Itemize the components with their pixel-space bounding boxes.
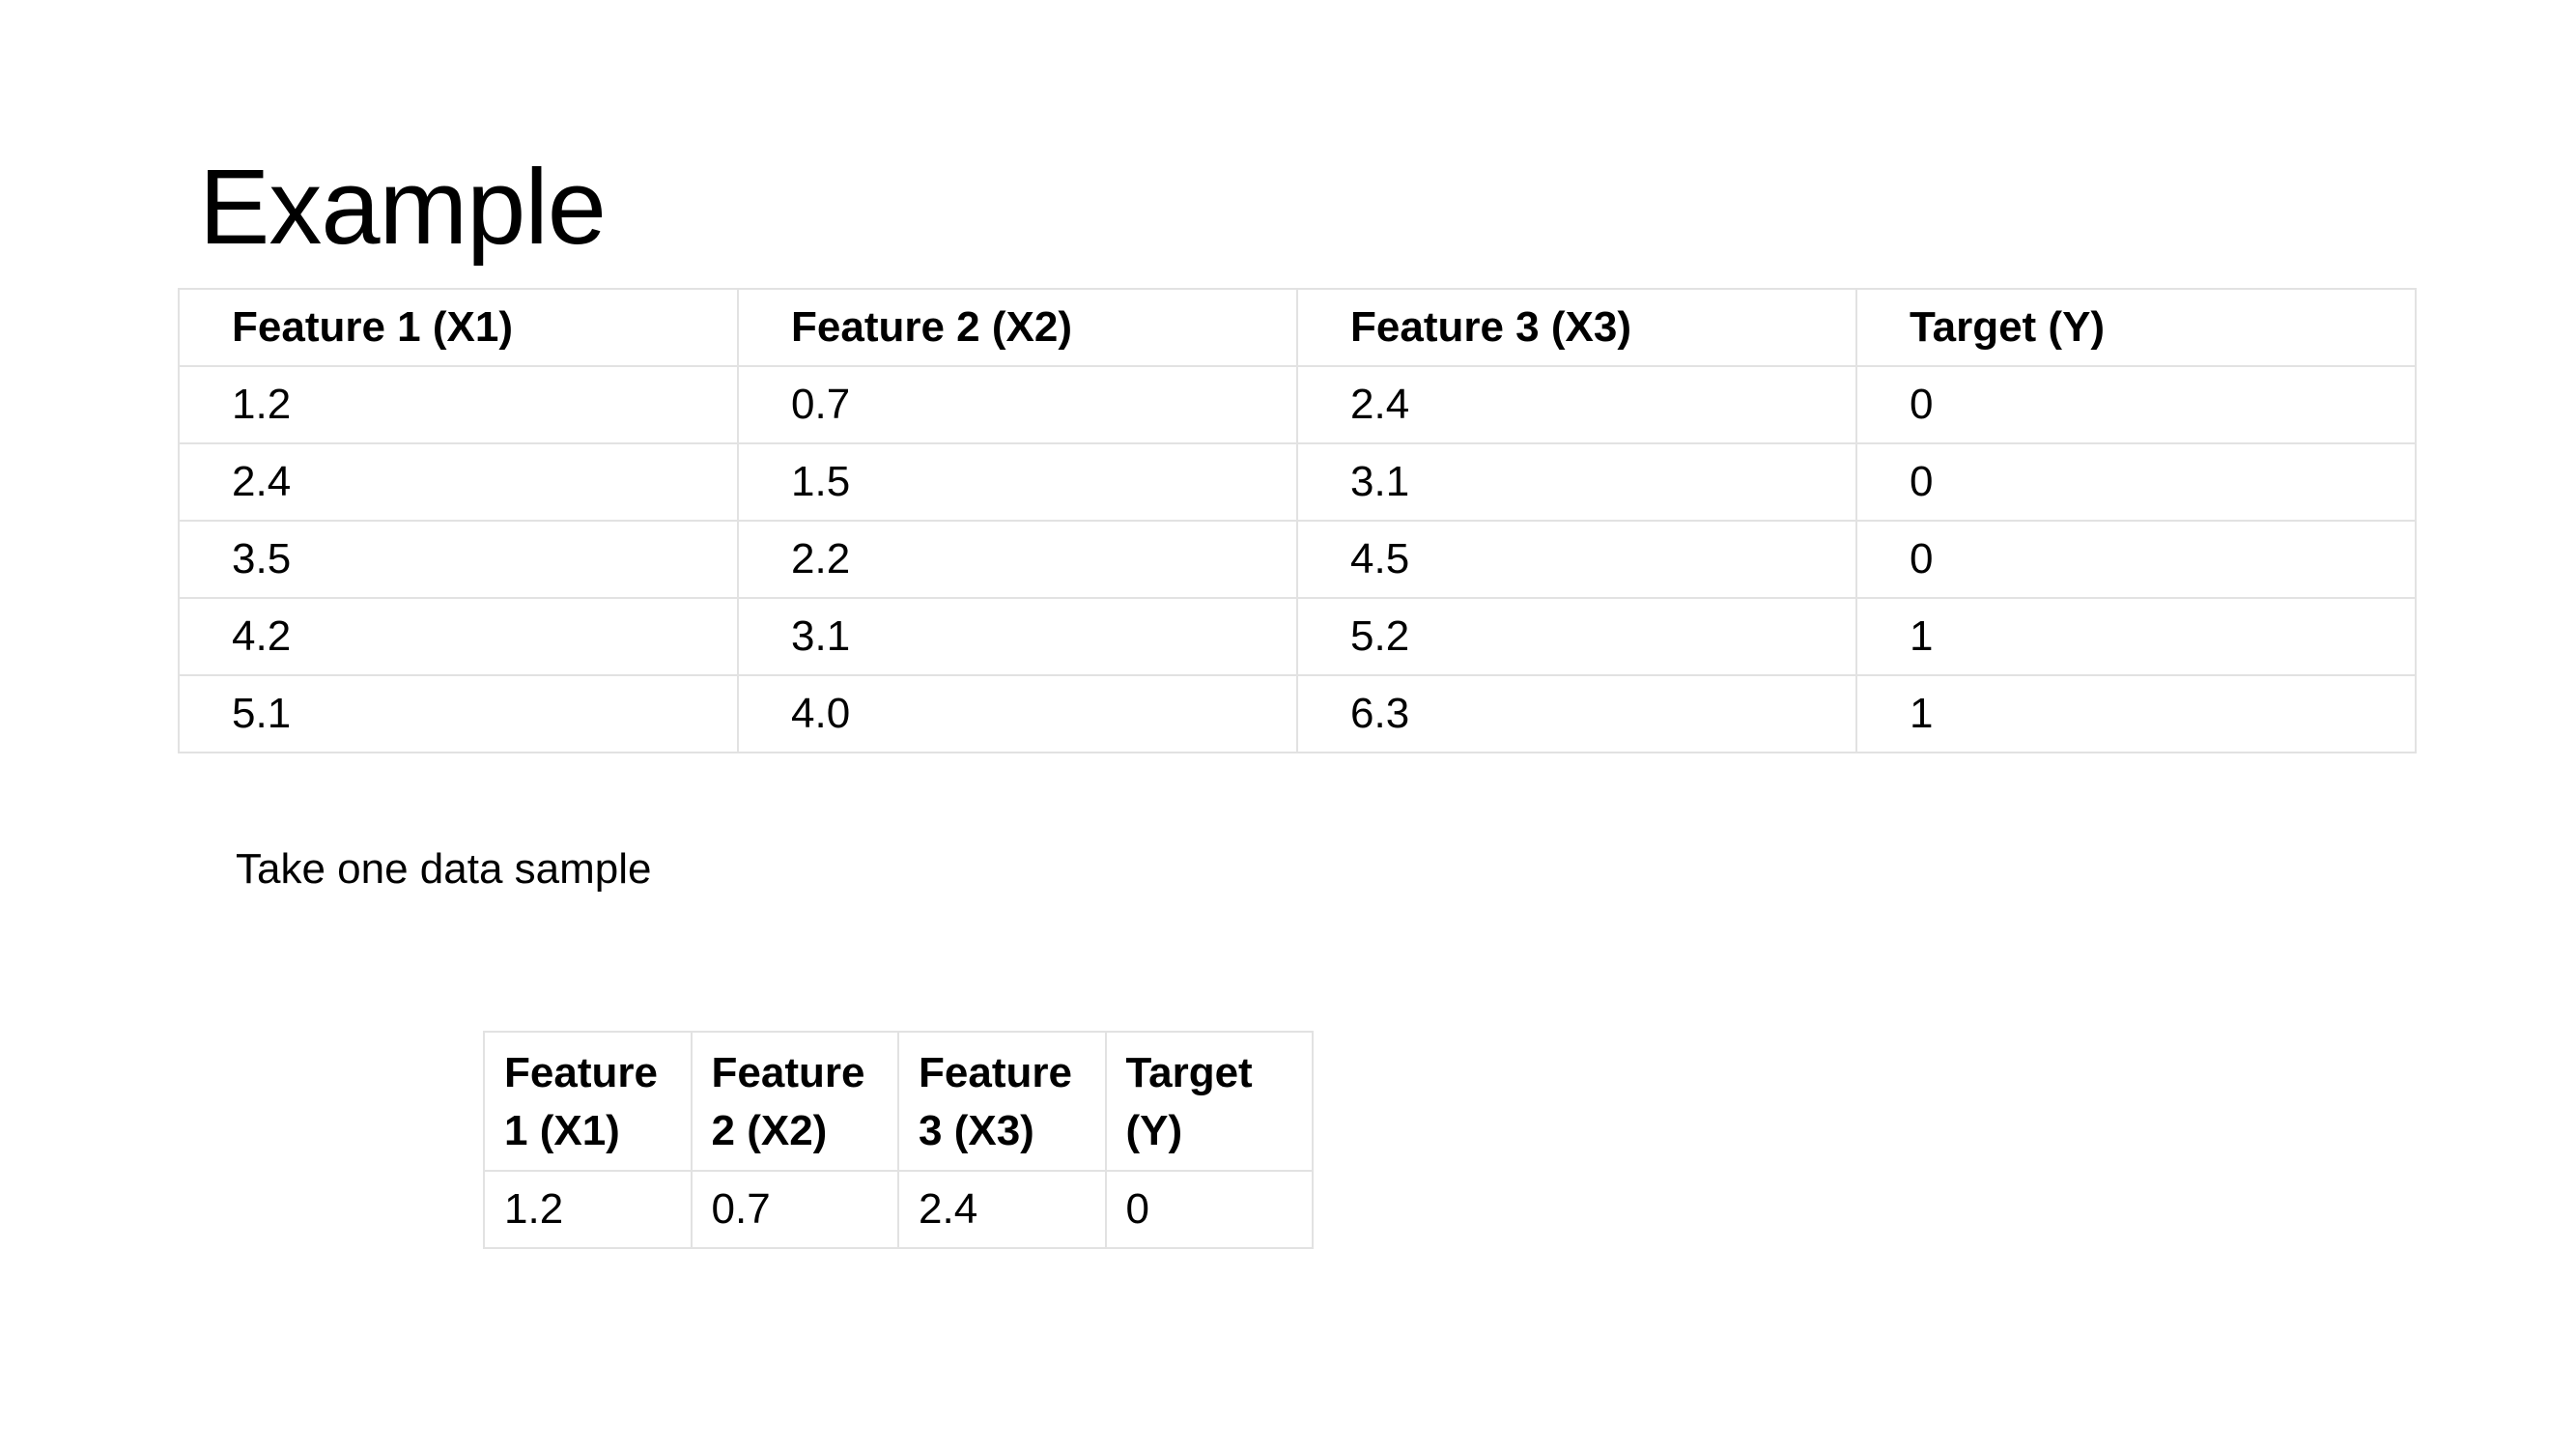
table-row: 4.2 3.1 5.2 1 (178, 597, 2417, 676)
sample-header-feature-3: Feature 3 (X3) (897, 1031, 1107, 1172)
table-cell: 0 (1855, 442, 2417, 522)
table-cell: 6.3 (1296, 674, 1857, 753)
sample-header-row: Feature 1 (X1) Feature 2 (X2) Feature 3 … (483, 1031, 1314, 1172)
table-cell: 1 (1855, 597, 2417, 676)
table-cell: 0 (1104, 1170, 1314, 1249)
table-cell: 4.0 (737, 674, 1298, 753)
table-row: 3.5 2.2 4.5 0 (178, 520, 2417, 599)
sample-table: Feature 1 (X1) Feature 2 (X2) Feature 3 … (483, 1031, 1314, 1249)
table-cell: 4.2 (178, 597, 739, 676)
table-cell: 0 (1855, 365, 2417, 444)
table-cell: 5.1 (178, 674, 739, 753)
table-cell: 0 (1855, 520, 2417, 599)
table-row: 2.4 1.5 3.1 0 (178, 442, 2417, 522)
table-cell: 0.7 (737, 365, 1298, 444)
table-cell: 1.2 (178, 365, 739, 444)
header-feature-1: Feature 1 (X1) (178, 288, 739, 367)
table-cell: 2.4 (178, 442, 739, 522)
table-cell: 4.5 (1296, 520, 1857, 599)
header-feature-2: Feature 2 (X2) (737, 288, 1298, 367)
table-header-row: Feature 1 (X1) Feature 2 (X2) Feature 3 … (178, 288, 2417, 367)
table-cell: 3.1 (1296, 442, 1857, 522)
table-cell: 0.7 (690, 1170, 899, 1249)
table-cell: 2.4 (897, 1170, 1107, 1249)
table-cell: 2.4 (1296, 365, 1857, 444)
table-cell: 1.5 (737, 442, 1298, 522)
slide-title: Example (199, 148, 607, 267)
data-table: Feature 1 (X1) Feature 2 (X2) Feature 3 … (178, 288, 2417, 753)
table-row: 5.1 4.0 6.3 1 (178, 674, 2417, 753)
table-cell: 1 (1855, 674, 2417, 753)
table-cell: 5.2 (1296, 597, 1857, 676)
sample-header-target: Target (Y) (1104, 1031, 1314, 1172)
header-target: Target (Y) (1855, 288, 2417, 367)
sample-row: 1.2 0.7 2.4 0 (483, 1170, 1314, 1249)
sample-caption: Take one data sample (236, 845, 652, 893)
table-cell: 3.5 (178, 520, 739, 599)
sample-header-feature-1: Feature 1 (X1) (483, 1031, 693, 1172)
header-feature-3: Feature 3 (X3) (1296, 288, 1857, 367)
sample-header-feature-2: Feature 2 (X2) (690, 1031, 899, 1172)
table-cell: 2.2 (737, 520, 1298, 599)
table-cell: 3.1 (737, 597, 1298, 676)
table-cell: 1.2 (483, 1170, 693, 1249)
table-row: 1.2 0.7 2.4 0 (178, 365, 2417, 444)
